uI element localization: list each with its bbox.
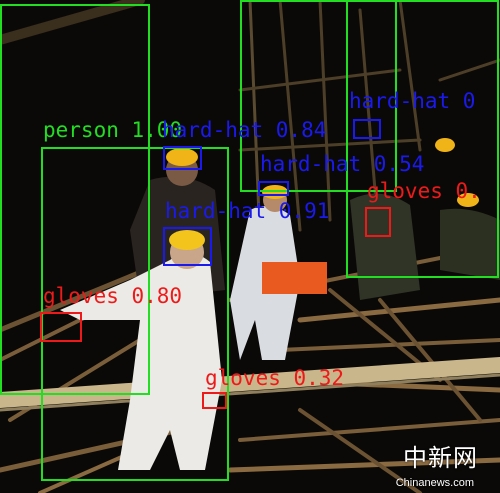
gloves-label: gloves 0. [367,179,481,203]
hard-hat-label: hard-hat 0.84 [162,118,327,142]
hard-hat-box [258,181,289,196]
gloves-box [365,207,391,237]
hard-hat-box [353,119,381,139]
person-box [0,4,150,395]
hard-hat-label: hard-hat 0 [349,89,476,113]
gloves-label: gloves 0.80 [43,284,183,308]
worker-figures [60,138,500,470]
person-label: person 1.00 [43,118,183,142]
person-box [346,0,499,278]
gloves-label: gloves 0.32 [205,366,345,390]
hard-hat-label: hard-hat 0.91 [165,199,330,223]
gloves-box [202,392,227,409]
person-box [240,0,397,192]
hard-hat-box [163,227,212,266]
watermark-logo: 中新网 [403,444,478,472]
hard-hat-label: hard-hat 0.54 [260,152,425,176]
hard-hat-box [163,146,202,170]
person-box [41,147,229,481]
gloves-box [40,312,82,342]
watermark-site: Chinanews.com [395,477,474,489]
